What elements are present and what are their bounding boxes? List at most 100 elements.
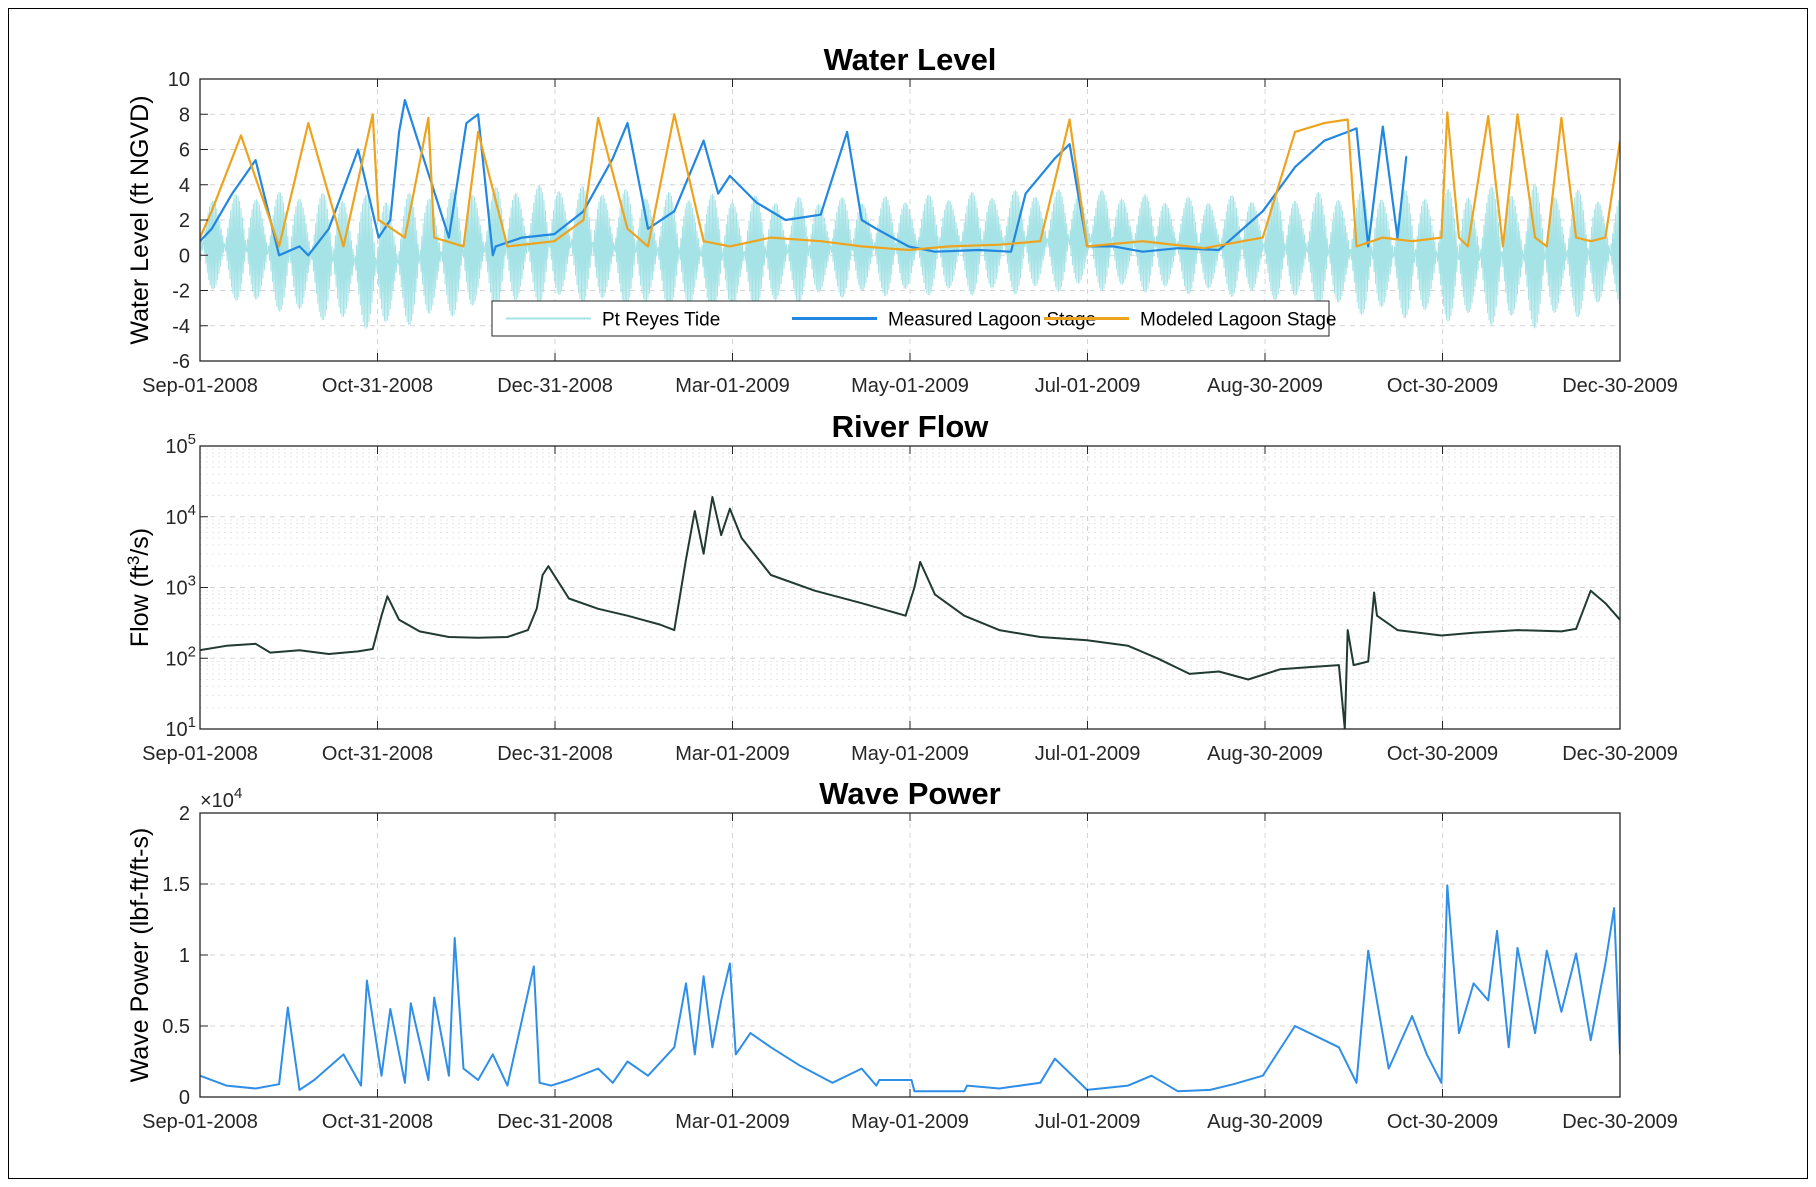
wave-power-series-0-point <box>729 962 731 965</box>
measured-lagoon-stage-point <box>1177 247 1179 249</box>
river-flow-series-0-point <box>547 565 550 567</box>
measured-lagoon-stage-point <box>477 113 479 116</box>
wave-power-x-tick-label: Jul-01-2009 <box>1035 1111 1141 1133</box>
water-level-y-tick-label: 0 <box>179 245 190 267</box>
wave-power-series-0-point <box>404 1082 406 1084</box>
river-flow-series-0-point <box>527 629 529 631</box>
measured-lagoon-stage-point <box>307 254 310 257</box>
river-flow-series-0-point <box>1338 664 1340 666</box>
river-flow-series-0-point <box>1039 636 1042 638</box>
modeled-lagoon-stage-point <box>506 245 509 248</box>
river-flow-series-0-point <box>1156 657 1159 660</box>
measured-lagoon-stage-point <box>907 245 910 248</box>
legend-box <box>491 300 1330 337</box>
river-flow-series-0-point <box>685 558 687 561</box>
river-flow-series-0-point <box>860 602 863 604</box>
modeled-lagoon-stage-point <box>404 236 406 239</box>
measured-lagoon-stage-point <box>860 219 863 221</box>
river-flow-series-0-point <box>711 496 714 498</box>
wave-power-x-tick-label: May-01-2009 <box>851 1111 969 1133</box>
measured-lagoon-stage-point <box>298 245 301 248</box>
measured-lagoon-stage-point <box>254 159 257 161</box>
river-flow-series-0-point <box>1516 629 1519 631</box>
river-flow-series-0-point <box>673 629 676 631</box>
wave-power-series-0-point <box>702 975 705 978</box>
measured-lagoon-stage-point <box>626 122 629 124</box>
modeled-lagoon-stage-point <box>1467 245 1469 248</box>
wave-power-series-0-point <box>711 1046 714 1049</box>
legend-label-measured-lagoon-stage: Measured Lagoon Stage <box>888 310 1096 331</box>
modeled-lagoon-stage-point <box>1346 118 1349 121</box>
river-flow-y-tick-label: 105 <box>165 431 196 458</box>
river-flow-y-tick-label: 102 <box>165 643 196 670</box>
river-flow-y-tick-label: 101 <box>165 714 196 741</box>
river-flow-series-0-point <box>371 648 374 650</box>
wave-power-series-0-point <box>1262 1074 1264 1077</box>
wave-power-series-0-point <box>1054 1057 1056 1060</box>
modeled-lagoon-stage-point <box>948 245 951 248</box>
modeled-lagoon-stage-point <box>477 131 479 133</box>
water-level-y-tick-label: 10 <box>168 69 190 91</box>
modeled-lagoon-stage-point <box>371 113 374 116</box>
wave-power-series-0-point <box>1150 1074 1153 1077</box>
modeled-lagoon-stage-point <box>1589 240 1592 242</box>
river-flow-series-0-point <box>448 636 450 638</box>
measured-lagoon-stage-point <box>846 131 848 133</box>
water-level-x-tick-label: Mar-01-2009 <box>675 375 790 397</box>
wave-power-x-tick-label: Dec-30-2009 <box>1562 1111 1678 1133</box>
wave-power-series-0-point <box>389 1008 392 1010</box>
wave-power-series-0-point <box>433 996 436 999</box>
wave-power-series-0-point <box>1232 1083 1235 1085</box>
wave-power-series-0-point <box>1546 949 1548 952</box>
modeled-lagoon-stage-point <box>1458 236 1460 239</box>
wave-power-series-0-point <box>462 1067 465 1070</box>
water-level-y-tick-label: -4 <box>172 316 190 338</box>
river-flow-x-tick-label: Jul-01-2009 <box>1035 743 1141 765</box>
wave-power-series-0-point <box>1338 1046 1340 1049</box>
wave-power-series-0-point <box>612 1082 614 1084</box>
water-level-y-tick-label: -6 <box>172 351 190 373</box>
wave-power-x-tick-label: Aug-30-2009 <box>1207 1111 1323 1133</box>
river-flow-series-0-point <box>269 651 272 654</box>
water-level-legend: Pt Reyes Tide Measured Lagoon Stage Modele… <box>491 300 1337 337</box>
river-flow-series-0-point <box>225 645 228 647</box>
wave-power-x-tick-label: Oct-30-2009 <box>1387 1111 1498 1133</box>
river-flow-series-0-point <box>298 649 301 651</box>
wave-power-series-0-point <box>647 1074 649 1077</box>
river-flow-y-axis-label: Flow (ft3/s) <box>124 528 154 647</box>
wave-power-series-0-point <box>1387 1067 1390 1070</box>
modeled-lagoon-stage-point <box>860 245 863 248</box>
river-flow-series-0-point <box>477 636 479 639</box>
wave-power-series-0-point <box>1294 1025 1296 1027</box>
modeled-lagoon-stage-point <box>1068 118 1071 121</box>
river-flow-series-0-point <box>1086 639 1088 641</box>
river-flow-x-tick-label: Oct-30-2009 <box>1387 743 1498 765</box>
river-flow-series-0-point <box>729 507 731 510</box>
modeled-lagoon-stage-point <box>1203 247 1205 249</box>
wave-power-series-0-point <box>453 937 456 939</box>
river-flow-x-tick-label: Dec-31-2008 <box>497 743 613 765</box>
modeled-lagoon-stage-point <box>1487 115 1489 117</box>
river-flow-x-tick-label: May-01-2009 <box>851 743 969 765</box>
river-flow-y-tick-label: 104 <box>165 502 196 529</box>
measured-lagoon-stage-point <box>1405 155 1408 158</box>
water-level-y-tick-label: 8 <box>179 104 190 126</box>
measured-lagoon-stage-point <box>1112 245 1115 248</box>
wave-power-series-0-point <box>673 1046 676 1049</box>
modeled-lagoon-stage-point <box>1411 240 1413 242</box>
modeled-lagoon-stage-point <box>647 245 649 248</box>
water-level-y-axis-label: Water Level (ft NGVD) <box>126 95 154 344</box>
river-flow-series-0-point <box>934 593 936 596</box>
wave-power-y-axis-label: Wave Power (lbf-ft/ft-s) <box>126 828 154 1083</box>
measured-lagoon-stage-point <box>377 236 380 239</box>
modeled-lagoon-stage-point <box>582 219 585 221</box>
wave-power-series-0-point <box>770 1046 772 1049</box>
wave-power-series-0-point <box>506 1084 509 1087</box>
river-flow-series-0-point <box>814 589 816 592</box>
wave-power-series-0-point <box>492 1053 494 1056</box>
measured-lagoon-stage-point <box>819 213 822 216</box>
river-flow-series-0-point <box>1560 630 1563 633</box>
measured-lagoon-stage-point <box>717 192 719 195</box>
measured-lagoon-stage-point <box>553 233 556 235</box>
river-flow-panel: Sep-01-2008 Oct-31-2008 Dec-31-2008 Mar-01-… <box>124 409 1678 765</box>
